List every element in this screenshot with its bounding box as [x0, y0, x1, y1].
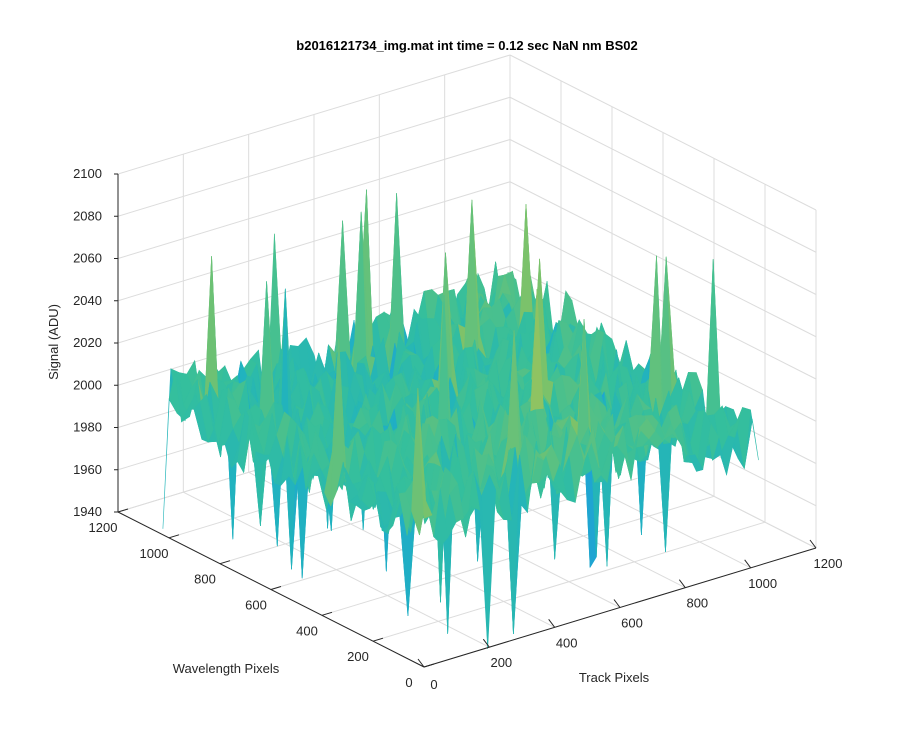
floor-grid-line — [372, 521, 766, 642]
z-tick-label: 1980 — [73, 420, 102, 435]
x-tick — [417, 658, 425, 668]
x-tick-label: 400 — [556, 635, 578, 650]
tick-labels: 0 200 400 600 800 1000 1200 0 200 400 600 800 1000 12… — [73, 166, 842, 692]
z-tick-label: 2100 — [73, 166, 102, 181]
x-tick — [744, 559, 752, 569]
y-tick — [270, 586, 282, 590]
wall-grid-line — [509, 54, 817, 211]
z-tick-label: 2020 — [73, 335, 102, 350]
x-tick-label: 1200 — [814, 556, 843, 571]
y-tick — [168, 534, 180, 539]
surface-patch — [417, 388, 433, 519]
z-tick-label: 2040 — [73, 293, 102, 308]
y-tick — [321, 611, 333, 616]
surface-plot — [162, 189, 759, 649]
y-tick-label: 800 — [194, 572, 216, 587]
x-tick — [482, 638, 490, 648]
z-tick-label: 1940 — [73, 504, 102, 519]
x-tick-label: 800 — [686, 596, 708, 611]
wall-grid-line — [509, 223, 817, 380]
y-tick — [219, 560, 231, 565]
wall-grid-line — [509, 96, 817, 253]
y-tick-label: 1000 — [140, 546, 169, 561]
x-tick-label: 200 — [490, 655, 512, 670]
z-axis-label: Signal (ADU) — [46, 304, 61, 380]
x-tick-label: 0 — [430, 677, 437, 692]
y-tick-label: 600 — [245, 598, 267, 613]
x-tick-label: 1000 — [748, 576, 777, 591]
y-tick-label: 400 — [296, 623, 318, 638]
x-tick-label: 600 — [621, 616, 643, 631]
wall-grid-line — [117, 139, 511, 259]
wall-grid-line — [509, 139, 817, 295]
z-tick-label: 2000 — [73, 377, 102, 392]
z-tick-label: 1960 — [73, 462, 102, 477]
x-axis-label: Track Pixels — [579, 670, 650, 685]
wall-grid-line — [509, 181, 817, 338]
x-tick — [678, 579, 686, 588]
z-tick-label: 2060 — [73, 251, 102, 266]
wall-grid-line — [117, 54, 511, 175]
y-tick-label: 0 — [405, 675, 412, 690]
y-tick — [117, 508, 129, 513]
wall-grid-line — [117, 181, 511, 302]
wall-grid-line — [117, 223, 511, 344]
x-tick — [809, 539, 817, 549]
chart-title: b2016121734_img.mat int time = 0.12 sec … — [296, 38, 637, 53]
z-tick-label: 2080 — [73, 208, 102, 223]
y-axis-label: Wavelength Pixels — [173, 661, 280, 676]
y-tick — [372, 637, 384, 642]
y-tick-label: 200 — [347, 649, 369, 664]
axes — [114, 173, 817, 668]
x-tick — [613, 599, 621, 608]
wall-grid-line — [117, 96, 511, 217]
x-tick — [548, 619, 556, 628]
y-tick-label: 1200 — [89, 520, 118, 535]
y-tick — [423, 663, 435, 668]
